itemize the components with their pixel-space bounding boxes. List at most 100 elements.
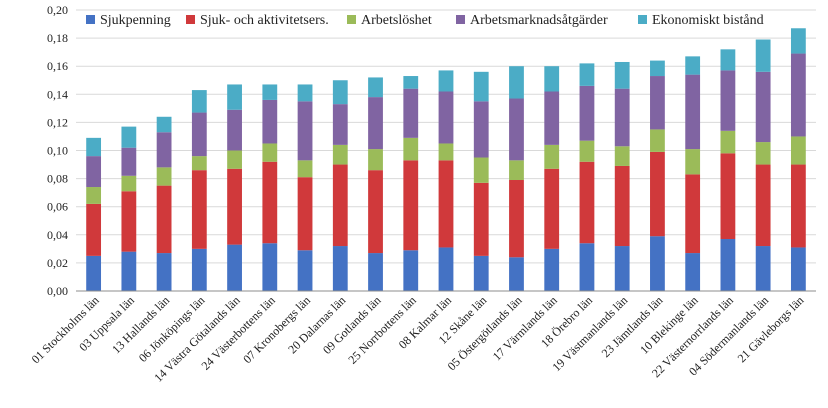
bar-segment <box>262 243 278 291</box>
bar-segment <box>755 39 771 72</box>
x-tick-label: 21 Gävleborgs län <box>735 293 807 365</box>
bar-segment <box>438 247 454 291</box>
bar-segment <box>544 91 560 145</box>
bar-segment <box>332 144 348 165</box>
bar-segment <box>614 165 630 247</box>
bar-segment <box>685 149 701 175</box>
y-tick-label: 0,08 <box>47 172 68 186</box>
bar-segment <box>227 168 242 245</box>
legend-swatch <box>186 15 195 24</box>
bar-segment <box>403 88 419 138</box>
bar-segment <box>403 160 419 251</box>
y-tick-label: 0,16 <box>47 59 68 73</box>
bar-segment <box>720 153 736 240</box>
bar-segment <box>614 146 630 166</box>
legend-swatch <box>456 15 465 24</box>
y-tick-label: 0,00 <box>47 284 68 298</box>
bar-segment <box>86 156 102 188</box>
legend-label: Sjuk- och aktivitetsers. <box>200 13 329 28</box>
legend: Sjukpenning Sjuk- och aktivitetsers. Arbet… <box>86 13 764 28</box>
bar-segment <box>509 98 524 161</box>
bar-segment <box>191 248 207 291</box>
bar-segment <box>332 164 348 247</box>
bar-segment <box>755 246 771 291</box>
bars-layer <box>86 28 806 291</box>
bar-segment <box>227 150 242 169</box>
bar-segment <box>297 177 313 251</box>
bar-segment <box>297 160 313 178</box>
y-tick-label: 0,04 <box>47 228 68 242</box>
bar-segment <box>544 168 560 249</box>
bar-segment <box>473 71 489 102</box>
bar-segment <box>438 70 454 92</box>
bar-segment <box>86 203 102 256</box>
bar-segment <box>86 137 102 157</box>
bar-segment <box>579 63 595 86</box>
bar-segment <box>720 130 736 154</box>
bar-segment <box>685 174 701 254</box>
bar-segment <box>614 61 630 89</box>
bar-segment <box>121 175 137 192</box>
bar-segment <box>262 84 278 100</box>
bar-segment <box>156 253 172 291</box>
bar-segment <box>685 253 701 291</box>
bar-segment <box>403 76 419 89</box>
y-tick-label: 0,14 <box>47 87 68 101</box>
bar-segment <box>332 246 348 291</box>
legend-item: Arbetslöshet <box>347 13 432 28</box>
legend-label: Arbetsmarknadsåtgärder <box>470 13 608 28</box>
x-tick-label: 23 Jämtlands län <box>599 293 666 360</box>
bar-segment <box>368 149 383 171</box>
bar-segment <box>790 247 806 291</box>
bar-segment <box>262 161 278 244</box>
bar-segment <box>579 140 595 162</box>
bar-segment <box>191 112 207 157</box>
legend-swatch <box>347 15 356 24</box>
bar-segment <box>790 164 806 248</box>
bar-segment <box>297 101 313 161</box>
y-tick-label: 0,12 <box>47 115 68 129</box>
bar-segment <box>438 91 454 144</box>
bar-segment <box>86 187 102 204</box>
bar-segment <box>332 80 348 105</box>
bar-segment <box>720 239 736 291</box>
bar-segment <box>332 104 348 145</box>
bar-segment <box>755 164 771 247</box>
bar-segment <box>544 248 560 291</box>
bar-segment <box>86 255 102 291</box>
bar-segment <box>191 170 207 249</box>
bar-segment <box>227 244 242 291</box>
bar-segment <box>191 90 207 113</box>
bar-segment <box>121 126 137 148</box>
bar-segment <box>614 88 630 147</box>
bar-segment <box>403 137 419 161</box>
bar-segment <box>262 99 278 144</box>
bar-segment <box>509 257 524 291</box>
bar-segment <box>297 250 313 291</box>
y-tick-label: 0,10 <box>47 144 68 158</box>
bar-segment <box>368 170 383 254</box>
bar-segment <box>509 66 524 99</box>
bar-segment <box>614 246 630 291</box>
legend-label: Arbetslöshet <box>361 13 432 28</box>
bar-segment <box>579 161 595 244</box>
bar-segment <box>403 250 419 291</box>
legend-item: Ekonomiskt bistånd <box>638 13 764 28</box>
bar-segment <box>579 85 595 141</box>
bar-segment <box>650 236 665 291</box>
bar-segment <box>368 97 383 150</box>
bar-segment <box>262 143 278 162</box>
bar-segment <box>438 160 454 248</box>
bar-segment <box>473 157 489 183</box>
bar-segment <box>438 143 454 161</box>
bar-segment <box>509 180 524 258</box>
bar-segment <box>121 191 137 252</box>
bar-segment <box>509 160 524 181</box>
bar-segment <box>790 53 806 137</box>
bar-segment <box>755 71 771 143</box>
bar-segment <box>156 116 172 133</box>
bar-segment <box>227 84 242 110</box>
bar-segment <box>790 28 806 54</box>
bar-segment <box>579 243 595 291</box>
bar-segment <box>544 66 560 92</box>
